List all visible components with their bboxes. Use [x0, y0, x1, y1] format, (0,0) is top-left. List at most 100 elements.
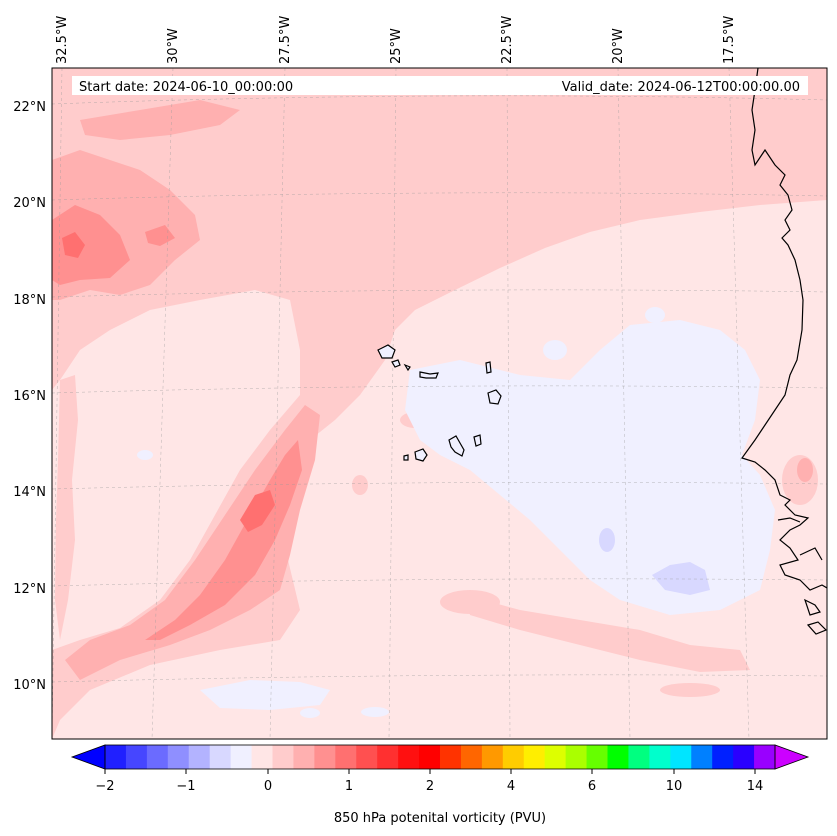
colorbar-cell [377, 745, 399, 769]
lon-label: 22.5°W [500, 16, 515, 64]
lat-label: 14°N [13, 485, 46, 500]
pv-band-west-inner [52, 295, 290, 640]
pv-diagonal-band [65, 405, 320, 680]
lon-label: 27.5°W [278, 16, 293, 64]
colorbar-tick-label: 14 [747, 779, 764, 794]
grid-line [52, 482, 827, 490]
colorbar-tick-label: −1 [176, 779, 195, 794]
pv-patch-nw3 [62, 232, 85, 258]
island-santa-luzia [403, 363, 411, 372]
lat-label: 16°N [13, 389, 46, 404]
latitude-labels: 22°N 20°N 18°N 16°N 14°N 12°N 10°N [13, 100, 46, 693]
cape-verde-islands [377, 344, 502, 462]
lat-label: 20°N [13, 196, 46, 211]
colorbar-cell [712, 745, 734, 769]
date-header-background [72, 76, 808, 95]
island-sao-nicolau [419, 371, 439, 379]
longitude-labels: 32.5°W 30°W 27.5°W 25°W 22.5°W 20°W 17.5… [55, 16, 737, 64]
valid-date-text: Valid_date: 2024-06-12T00:00:00.00 [562, 80, 800, 95]
colorbar-tick-label: 0 [264, 779, 272, 794]
island-brava [403, 454, 409, 461]
colorbar-cell [670, 745, 692, 769]
pv-negative-blob [137, 450, 153, 460]
grid-line [52, 192, 827, 201]
colorbar-label: 850 hPa potenital vorticity (PVU) [334, 811, 546, 826]
colorbar-cell [314, 745, 336, 769]
colorbar-cell [607, 745, 629, 769]
colorbar-cell [586, 745, 608, 769]
colorbar-cell [293, 745, 315, 769]
pv-field [52, 68, 827, 739]
grid-line [52, 674, 827, 683]
colorbar-cell [565, 745, 588, 769]
map-frame [51, 67, 828, 740]
grid-line [388, 68, 397, 739]
colorbar-cell [251, 745, 273, 769]
lon-label: 30°W [166, 28, 181, 64]
colorbar-cell [649, 745, 671, 769]
pv-blob [352, 475, 368, 495]
pv-west-strip [55, 375, 78, 640]
africa-coastline [741, 68, 827, 591]
grid-line [52, 95, 827, 105]
colorbar-tick-label: 10 [666, 779, 683, 794]
island-boa-vista [487, 389, 502, 405]
colorbar-cell [398, 745, 420, 769]
pv-negative-blob [543, 340, 567, 360]
pv-patch-nw-top [80, 100, 240, 140]
colorbar-cell [440, 745, 462, 769]
lat-label: 10°N [13, 678, 46, 693]
colorbar-tick-label: 4 [507, 779, 515, 794]
lon-label: 20°W [611, 28, 626, 64]
grid-line [52, 289, 827, 298]
colorbar-extend-left [70, 744, 106, 770]
colorbar-cell [691, 745, 713, 769]
pv-diagonal-core [145, 440, 302, 640]
grid-line [617, 68, 631, 739]
colorbar-tick-label: −2 [95, 779, 114, 794]
pv-negative-blob [645, 307, 665, 323]
grid-line [52, 578, 827, 587]
island-maio [473, 434, 482, 447]
pv-negative-blob [300, 708, 320, 718]
colorbar-ticks: −2 −1 0 1 2 4 6 10 14 [95, 769, 763, 794]
graticule [52, 68, 827, 739]
colorbar-outline [104, 744, 776, 770]
colorbar-tick-label: 1 [345, 779, 353, 794]
lat-label: 18°N [13, 293, 46, 308]
colorbar-cell [356, 745, 378, 769]
island-santiago [448, 435, 465, 457]
colorbar-cell [272, 745, 294, 769]
colorbar-cell [146, 745, 169, 769]
colorbar-cell [209, 745, 232, 769]
colorbar-cell [125, 745, 148, 769]
colorbar-cell [188, 745, 211, 769]
colorbar-cell [754, 745, 776, 769]
lat-label: 12°N [13, 582, 46, 597]
pv-blob [276, 142, 304, 154]
colorbar-cell [460, 745, 483, 769]
colorbar-cell [502, 745, 525, 769]
africa-coastline-detail [777, 517, 827, 635]
pv-negative-core [599, 528, 615, 552]
start-date-text: Start date: 2024-06-10_00:00:00 [79, 80, 293, 95]
lat-label: 22°N [13, 100, 46, 115]
colorbar-cell [105, 745, 127, 769]
grid-line [506, 68, 511, 739]
colorbar-cell [628, 745, 650, 769]
pv-diagonal-max [240, 490, 275, 532]
grid-line [52, 385, 827, 394]
colorbar-tick-label: 6 [588, 779, 596, 794]
grid-line [728, 68, 750, 739]
pv-negative-sw [200, 680, 330, 710]
date-header: Start date: 2024-06-10_00:00:00 Valid_da… [72, 76, 808, 95]
pv-blob [797, 458, 813, 482]
colorbar-cell [481, 745, 504, 769]
colorbar-tick-label: 2 [426, 779, 434, 794]
lon-label: 17.5°W [722, 16, 737, 64]
colorbar-extend-right [774, 744, 810, 770]
colorbar-cell [523, 745, 546, 769]
colorbar-cell [167, 745, 190, 769]
grid-line [52, 68, 63, 739]
